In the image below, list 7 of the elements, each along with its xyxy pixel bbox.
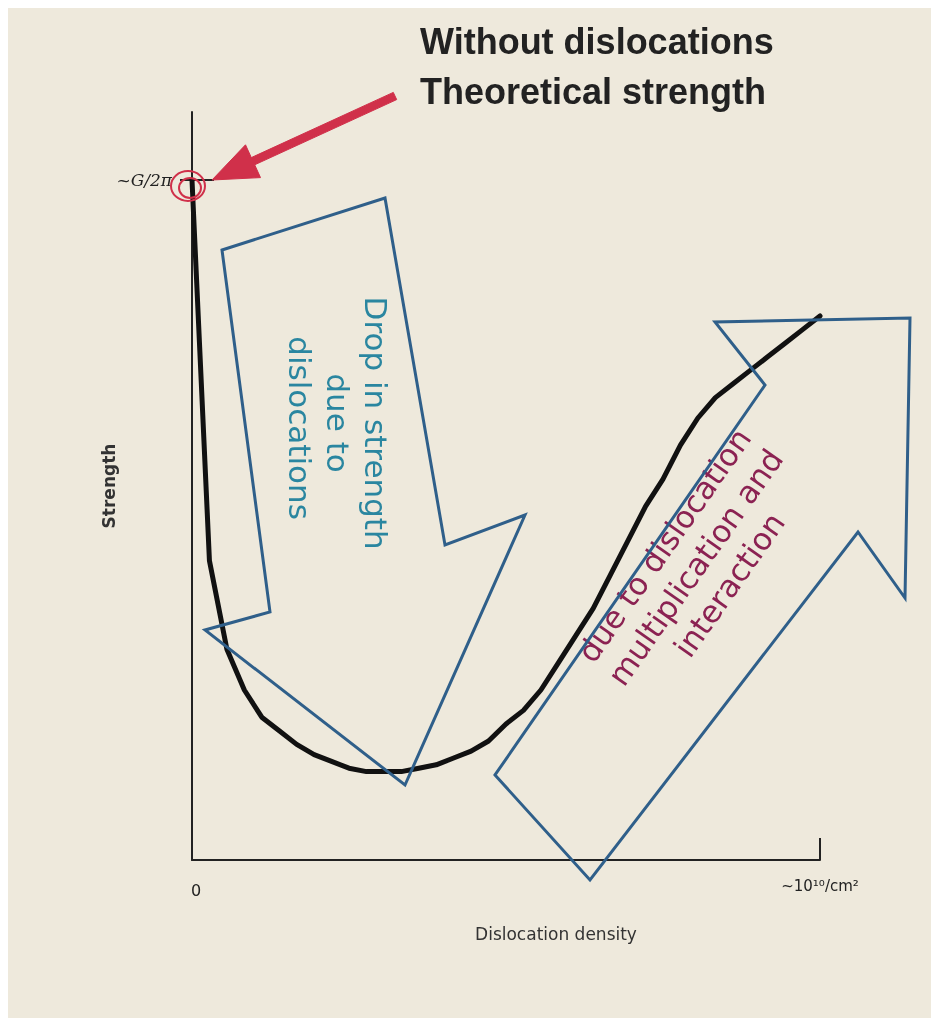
text: ~G/2π [116, 170, 173, 190]
text: ~10¹⁰/cm² [781, 877, 859, 895]
text: Without dislocations Theoretical strength [420, 20, 774, 112]
text: 0 [190, 880, 202, 900]
y-axis-title: Strength [98, 443, 119, 529]
annotation: Drop in strength due to dislocations [282, 296, 394, 560]
x-axis-title: Dislocation density [475, 924, 637, 944]
